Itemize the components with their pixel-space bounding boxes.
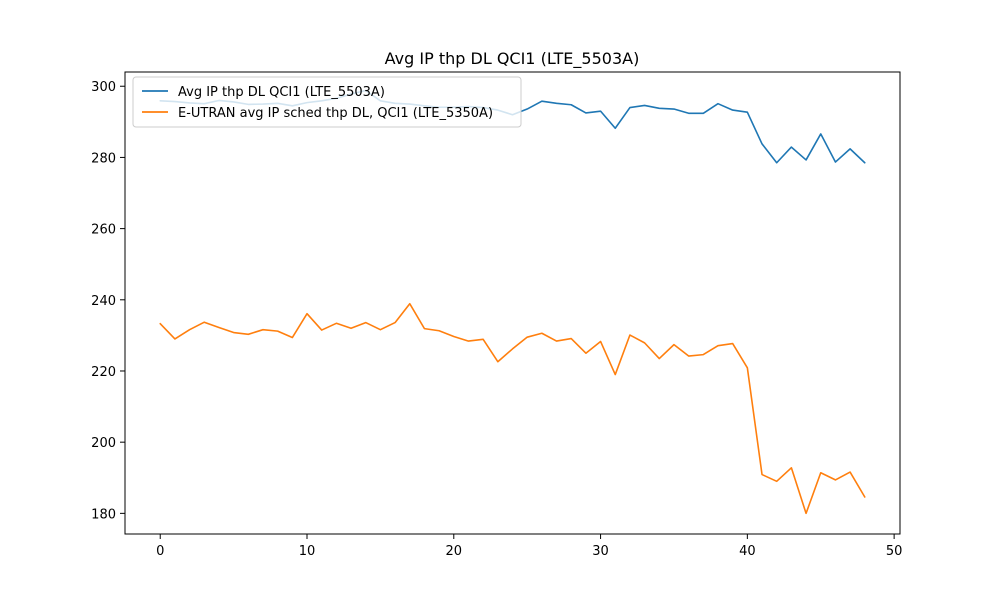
legend-label-2: E-UTRAN avg IP sched thp DL, QCI1 (LTE_5…: [178, 106, 493, 121]
x-tick-label: 30: [592, 544, 609, 559]
x-tick-label: 0: [156, 544, 164, 559]
chart-title: Avg IP thp DL QCI1 (LTE_5503A): [385, 49, 640, 69]
x-tick-label: 20: [446, 544, 463, 559]
axes-frame: [124, 71, 901, 535]
y-axis: 180 200 220 240 260 280 300: [91, 80, 125, 522]
y-tick-label: 220: [91, 365, 116, 380]
series-line-2: [159, 302, 866, 515]
y-tick-label: 300: [91, 80, 116, 95]
legend-label-1: Avg IP thp DL QCI1 (LTE_5503A): [178, 85, 385, 100]
plot-area: [124, 71, 901, 535]
x-tick-label: 10: [299, 544, 316, 559]
y-tick-label: 200: [91, 436, 116, 451]
y-tick-label: 180: [91, 507, 116, 522]
y-tick-label: 240: [91, 294, 116, 309]
legend-box: [132, 76, 522, 128]
x-tick-label: 50: [886, 544, 903, 559]
y-tick-label: 260: [91, 223, 116, 238]
x-axis: 0 10 20 30 40 50: [156, 534, 902, 559]
x-tick-label: 40: [739, 544, 756, 559]
legend: Avg IP thp DL QCI1 (LTE_5503A) E-UTRAN av…: [132, 76, 522, 128]
y-tick-label: 280: [91, 151, 116, 166]
